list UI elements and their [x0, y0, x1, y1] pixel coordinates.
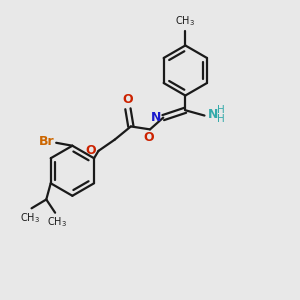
Text: O: O — [86, 144, 96, 158]
Text: O: O — [144, 131, 154, 144]
Text: CH$_3$: CH$_3$ — [46, 216, 67, 230]
Text: H: H — [217, 114, 225, 124]
Text: H: H — [217, 105, 225, 115]
Text: CH$_3$: CH$_3$ — [20, 211, 40, 225]
Text: O: O — [123, 93, 133, 106]
Text: N: N — [207, 108, 218, 121]
Text: Br: Br — [39, 135, 55, 148]
Text: N: N — [151, 111, 161, 124]
Text: CH$_3$: CH$_3$ — [175, 15, 195, 28]
